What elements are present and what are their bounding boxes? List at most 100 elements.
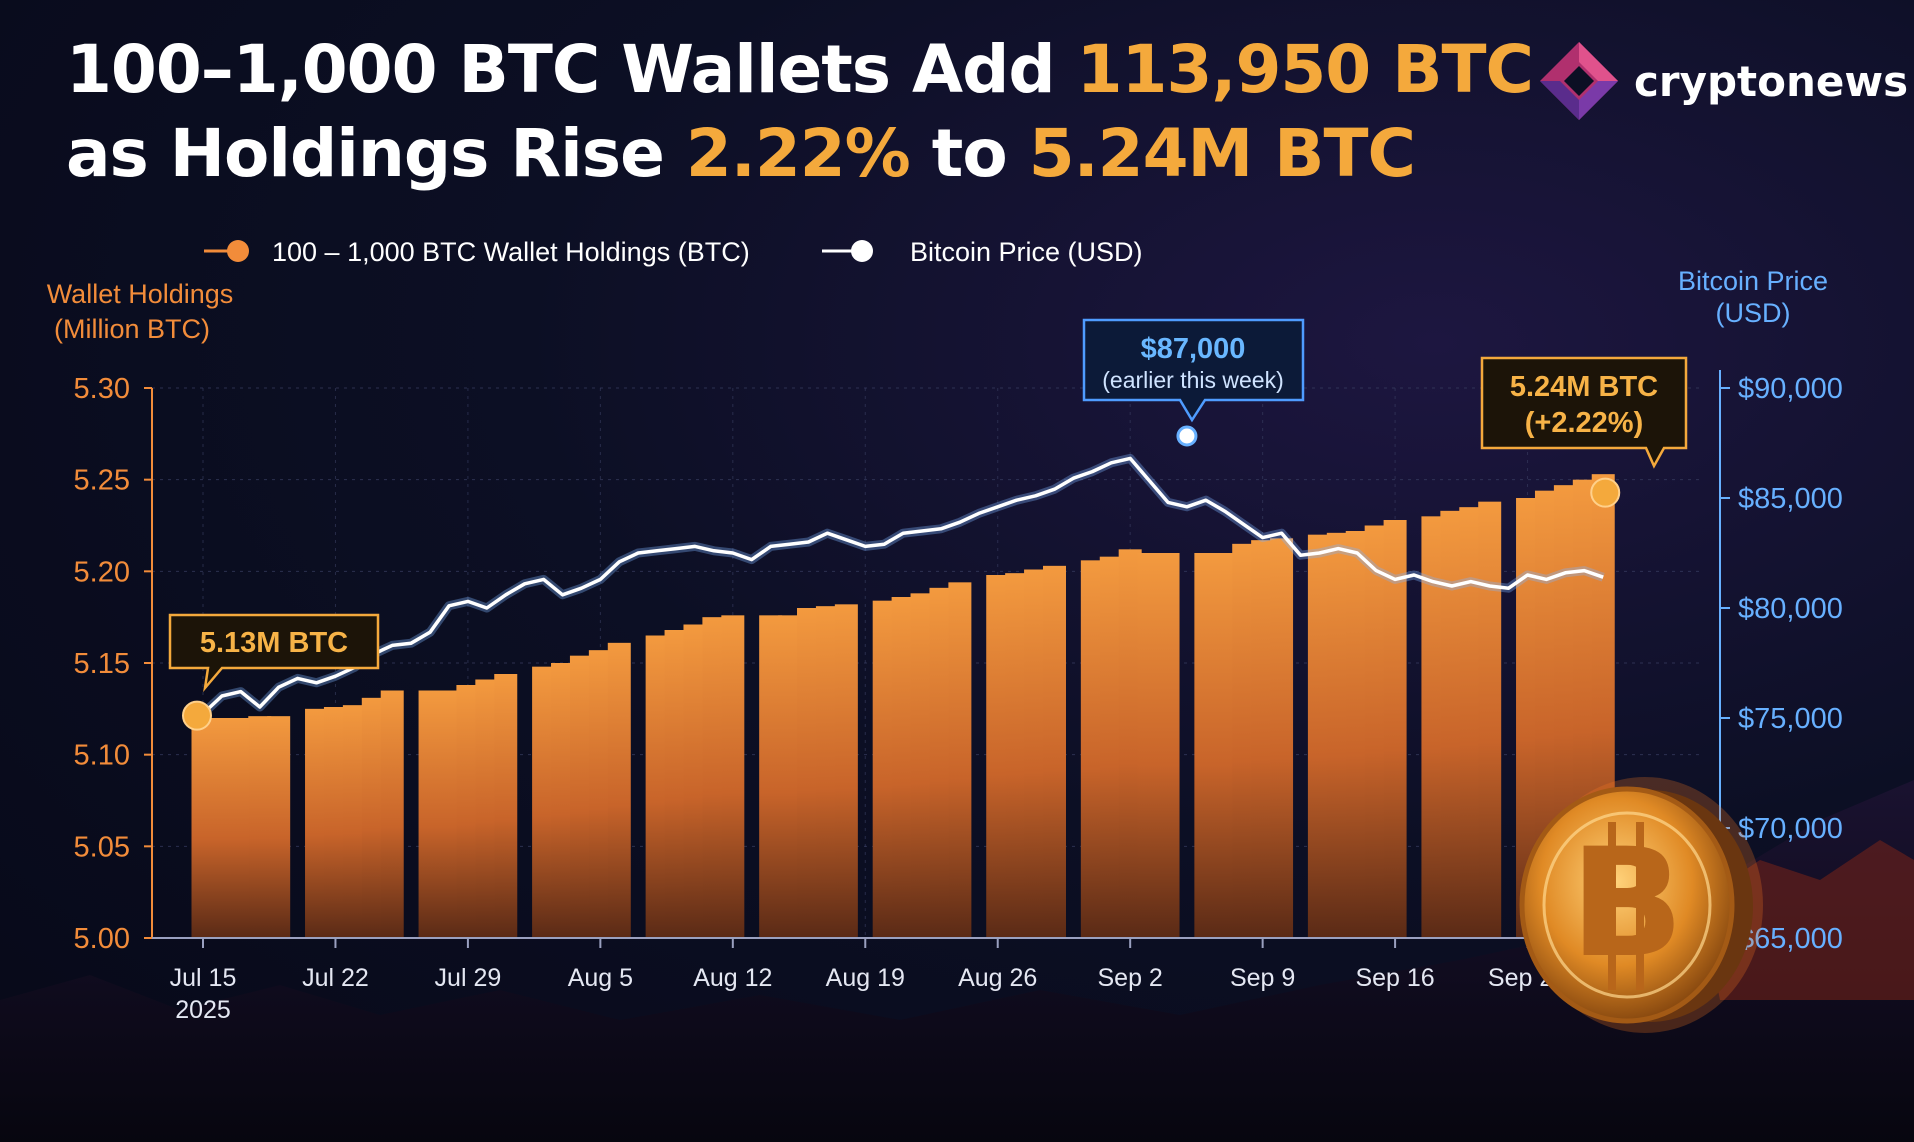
holdings-bar bbox=[323, 707, 347, 938]
left-tick-label: 5.05 bbox=[74, 831, 130, 863]
holdings-start-marker bbox=[182, 700, 212, 731]
x-tick-label: Aug 19 bbox=[826, 964, 905, 992]
holdings-bar bbox=[551, 663, 575, 938]
holdings-bar bbox=[1440, 510, 1464, 938]
holdings-bar bbox=[342, 705, 366, 938]
rocky-ground-decoration bbox=[0, 780, 1914, 1142]
holdings-bar bbox=[1421, 516, 1445, 938]
holdings-bar bbox=[267, 716, 291, 938]
holdings-bar bbox=[1042, 565, 1066, 938]
brand-name: cryptonews bbox=[1634, 56, 1909, 106]
legend-holdings-marker bbox=[227, 240, 249, 262]
right-tick-label: $85,000 bbox=[1738, 483, 1843, 515]
callout-peak-sublabel: (earlier this week) bbox=[1102, 367, 1284, 393]
holdings-bar bbox=[1270, 538, 1294, 938]
holdings-bar bbox=[702, 617, 726, 938]
x-tick-year-label: 2025 bbox=[175, 996, 231, 1024]
x-tick-label: Jul 15 bbox=[170, 964, 237, 992]
holdings-bar bbox=[1459, 507, 1483, 938]
holdings-bar bbox=[1099, 556, 1123, 938]
holdings-bar bbox=[380, 690, 404, 938]
tick-labels: 5.30 5.25 5.20 5.15 5.10 5.05 5.00 $90,000 $85,0… bbox=[74, 373, 1843, 1024]
lava-glow-decoration bbox=[1700, 840, 1914, 1000]
left-axis-title-line2: (Million BTC) bbox=[54, 314, 210, 344]
holdings-bar bbox=[834, 604, 858, 938]
holdings-bar bbox=[607, 642, 631, 938]
holdings-bar bbox=[437, 690, 461, 938]
holdings-bar bbox=[1194, 553, 1218, 938]
holdings-bar bbox=[229, 718, 253, 938]
holdings-bar bbox=[986, 575, 1010, 938]
price-peak-marker bbox=[1176, 425, 1198, 447]
holdings-bar bbox=[191, 718, 215, 938]
title-line1-b: 113,950 BTC bbox=[1076, 31, 1534, 108]
left-tick-label: 5.15 bbox=[74, 648, 130, 680]
callout-start-label: 5.13M BTC bbox=[200, 627, 348, 659]
callouts: 5.13M BTC $87,000(earlier this week) 5.24M… bbox=[168, 318, 1688, 731]
holdings-bar bbox=[248, 716, 272, 938]
right-tick-label: $70,000 bbox=[1738, 813, 1843, 845]
legend-price-label: Bitcoin Price (USD) bbox=[910, 237, 1143, 267]
brand-logo[interactable]: cryptonews bbox=[1538, 40, 1908, 122]
holdings-bar bbox=[305, 708, 329, 938]
holdings-bar bbox=[210, 718, 234, 938]
holdings-bar bbox=[1005, 573, 1029, 938]
holdings-bar bbox=[759, 615, 783, 938]
title-line1-a: 100–1,000 BTC Wallets Add bbox=[66, 31, 1077, 108]
legend-price-marker bbox=[851, 240, 873, 262]
holdings-bar bbox=[456, 685, 480, 938]
callout-box-end bbox=[1480, 356, 1688, 469]
holdings-bar bbox=[1364, 525, 1388, 938]
right-tick-label: $65,000 bbox=[1738, 923, 1843, 955]
holdings-bar bbox=[910, 593, 934, 938]
right-tick-label: $90,000 bbox=[1738, 373, 1843, 405]
holdings-bar bbox=[1232, 543, 1256, 938]
right-axis-title-line2: (USD) bbox=[1716, 298, 1791, 328]
holdings-bar bbox=[1345, 531, 1369, 938]
holdings-bar bbox=[815, 606, 839, 938]
left-axis-title-line1: Wallet Holdings bbox=[47, 279, 234, 309]
page-title: 100–1,000 BTC Wallets Add 113,950 BTC as… bbox=[66, 28, 1534, 196]
holdings-bar bbox=[418, 690, 442, 938]
holdings-bar bbox=[1383, 520, 1407, 938]
left-tick-label: 5.20 bbox=[74, 556, 130, 588]
holdings-bar bbox=[1137, 553, 1161, 938]
holdings-bar bbox=[494, 674, 518, 938]
title-line2-d: 5.24M BTC bbox=[1028, 115, 1416, 192]
callout-box-start bbox=[168, 613, 380, 693]
left-tick-label: 5.00 bbox=[74, 923, 130, 955]
holdings-bar bbox=[1213, 553, 1237, 938]
left-tick-label: 5.30 bbox=[74, 373, 130, 405]
x-tick-label: Sep 16 bbox=[1355, 964, 1434, 992]
holdings-bar bbox=[361, 697, 385, 938]
price-line bbox=[201, 456, 1604, 715]
holdings-end-marker bbox=[1590, 477, 1621, 508]
x-tick-label: Aug 26 bbox=[958, 964, 1037, 992]
x-tick-label: Sep 9 bbox=[1230, 964, 1295, 992]
holdings-bars bbox=[191, 474, 1615, 938]
callout-end-label: 5.24M BTC bbox=[1510, 371, 1658, 403]
cryptonews-logo-icon bbox=[1540, 42, 1618, 120]
legend: 100 – 1,000 BTC Wallet Holdings (BTC) Bi… bbox=[204, 237, 1143, 267]
holdings-bar bbox=[475, 679, 499, 938]
x-tick-label: Jul 29 bbox=[435, 964, 502, 992]
holdings-bar bbox=[872, 600, 896, 938]
right-tick-label: $80,000 bbox=[1738, 593, 1843, 625]
x-tick-label: Aug 12 bbox=[693, 964, 772, 992]
holdings-bar bbox=[588, 650, 612, 938]
holdings-bar bbox=[891, 597, 915, 938]
holdings-bar bbox=[948, 582, 972, 938]
callout-box-peak bbox=[1082, 318, 1305, 423]
legend-holdings-label: 100 – 1,000 BTC Wallet Holdings (BTC) bbox=[272, 237, 750, 267]
left-tick-label: 5.10 bbox=[74, 740, 130, 772]
x-tick-label: Sep 2 bbox=[1098, 964, 1163, 992]
holdings-bar bbox=[645, 635, 669, 938]
holdings-bar bbox=[1307, 534, 1331, 938]
holdings-bar bbox=[1478, 501, 1502, 938]
left-tick-label: 5.25 bbox=[74, 465, 130, 497]
right-tick-label: $75,000 bbox=[1738, 703, 1843, 735]
holdings-bar bbox=[797, 608, 821, 938]
holdings-bar bbox=[1516, 498, 1540, 938]
holdings-bar bbox=[1080, 560, 1104, 938]
title-line2-a: as Holdings Rise bbox=[66, 115, 686, 192]
